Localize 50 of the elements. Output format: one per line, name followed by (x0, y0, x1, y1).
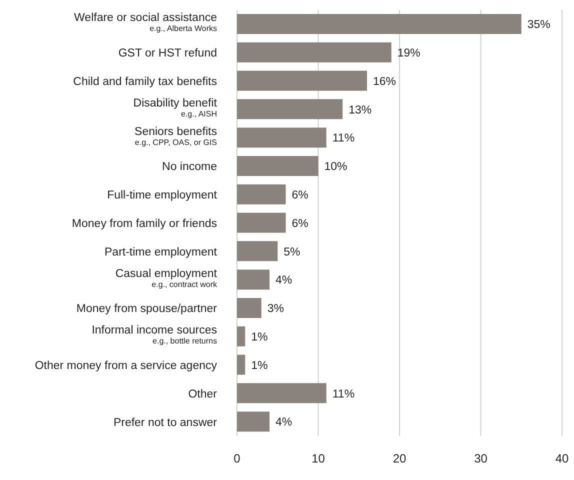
y-tick-label: Prefer not to answer (113, 416, 218, 429)
data-label: 11% (332, 388, 355, 400)
data-label: 1% (251, 331, 268, 344)
bar (237, 354, 246, 375)
bar (237, 412, 270, 432)
x-tick-label: 30 (474, 452, 488, 466)
bar (237, 99, 343, 120)
bar (237, 298, 262, 318)
y-tick-label: Other (188, 388, 218, 400)
data-label: 3% (267, 303, 284, 316)
y-tick-label: No income (162, 161, 217, 174)
data-label: 1% (251, 360, 268, 372)
y-tick-label: Welfare or social assistance e.g., Alberta Works (74, 12, 217, 34)
data-label: 11% (332, 132, 355, 145)
bar (237, 42, 392, 62)
data-label: 19% (397, 47, 420, 60)
data-label: 4% (276, 274, 292, 287)
bar (237, 156, 318, 176)
bar (237, 326, 246, 346)
bar (237, 383, 326, 404)
data-label: 6% (292, 218, 308, 230)
y-tick-label: Disability benefit e.g., AISH (133, 97, 218, 118)
x-tick-label: 0 (234, 452, 241, 466)
y-tick-label: Informal income sources e.g., bottle returns (92, 324, 218, 346)
data-label: 35% (527, 19, 550, 32)
data-label: 5% (284, 246, 300, 258)
bar (237, 270, 270, 290)
data-label: 16% (373, 76, 396, 88)
bar (237, 70, 367, 91)
x-tick-label: 10 (312, 452, 326, 466)
bar (237, 212, 286, 233)
bar (237, 14, 522, 34)
y-tick-label: Other money from a service agency (34, 360, 218, 372)
data-label: 10% (324, 161, 348, 174)
bar (237, 184, 286, 204)
y-tick-label: Money from family or friends (72, 218, 218, 230)
y-tick-label: Casual employment e.g., contract work (115, 268, 218, 289)
data-label: 13% (348, 104, 372, 116)
data-label: 6% (292, 189, 308, 202)
y-tick-label: GST or HST refund (118, 48, 217, 60)
y-tick-label: Money from spouse/partner (76, 303, 218, 316)
y-tick-label: Full-time employment (107, 190, 218, 202)
x-tick-label: 20 (392, 452, 406, 466)
data-label: 4% (276, 416, 292, 429)
y-tick-label: Part-time employment (104, 246, 218, 258)
bar (237, 241, 278, 262)
x-tick-label: 40 (555, 452, 569, 466)
y-tick-label: Seniors benefits e.g., CPP, OAS, or GIS (134, 126, 218, 147)
y-tick-label: Child and family tax benefits (73, 76, 218, 88)
bar (237, 128, 326, 148)
